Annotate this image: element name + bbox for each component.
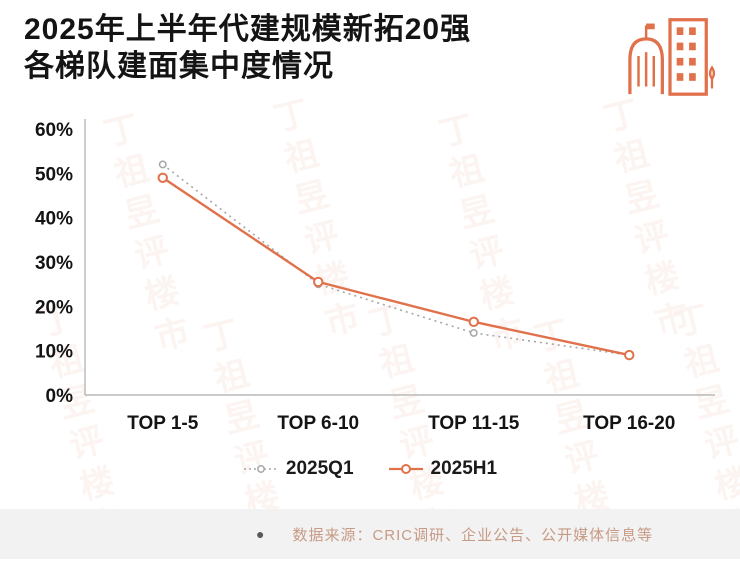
svg-text:30%: 30% — [35, 253, 73, 274]
svg-text:0%: 0% — [46, 386, 74, 407]
title-line-2: 各梯队建面集中度情况 — [24, 49, 334, 83]
svg-text:50%: 50% — [35, 164, 73, 185]
legend-item-2025h1: 2025H1 — [388, 458, 498, 480]
svg-text:20%: 20% — [35, 297, 73, 318]
legend-item-2025q1: 2025Q1 — [243, 458, 354, 480]
legend-marker-icon — [388, 464, 423, 474]
footer-content: ● 数据来源：CRIC调研、企业公告、公开媒体信息等 — [256, 524, 653, 545]
svg-text:TOP 6-10: TOP 6-10 — [277, 413, 359, 434]
svg-text:60%: 60% — [35, 120, 73, 141]
buildings-icon — [622, 14, 718, 103]
line-chart: 0% 10% 20% 30% 40% 50% 60% TOP 1-5 TOP 6-10 TOP 1… — [15, 107, 740, 452]
svg-text:40%: 40% — [35, 209, 73, 230]
chart-canvas: 0% 10% 20% 30% 40% 50% 60% TOP 1-5 TOP 6-10 TOP 1… — [35, 119, 715, 434]
header: 2025年上半年代建规模新拓20强 各梯队建面集中度情况 — [0, 0, 740, 103]
data-source-text: 数据来源：CRIC调研、企业公告、公开媒体信息等 — [292, 526, 654, 544]
legend-label: 2025Q1 — [285, 458, 354, 479]
bullet-icon: ● — [256, 526, 265, 542]
svg-text:10%: 10% — [35, 342, 73, 363]
footer: ● 数据来源：CRIC调研、企业公告、公开媒体信息等 — [0, 509, 740, 559]
chart-legend: 2025Q1 2025H1 — [0, 458, 740, 480]
svg-text:TOP 11-15: TOP 11-15 — [428, 413, 520, 434]
page-title: 2025年上半年代建规模新拓20强 各梯队建面集中度情况 — [24, 12, 471, 85]
svg-text:TOP 16-20: TOP 16-20 — [583, 413, 675, 434]
legend-label: 2025H1 — [430, 458, 498, 479]
legend-marker-icon — [243, 465, 278, 473]
svg-text:TOP 1-5: TOP 1-5 — [127, 413, 199, 434]
title-line-1: 2025年上半年代建规模新拓20强 — [24, 13, 472, 46]
